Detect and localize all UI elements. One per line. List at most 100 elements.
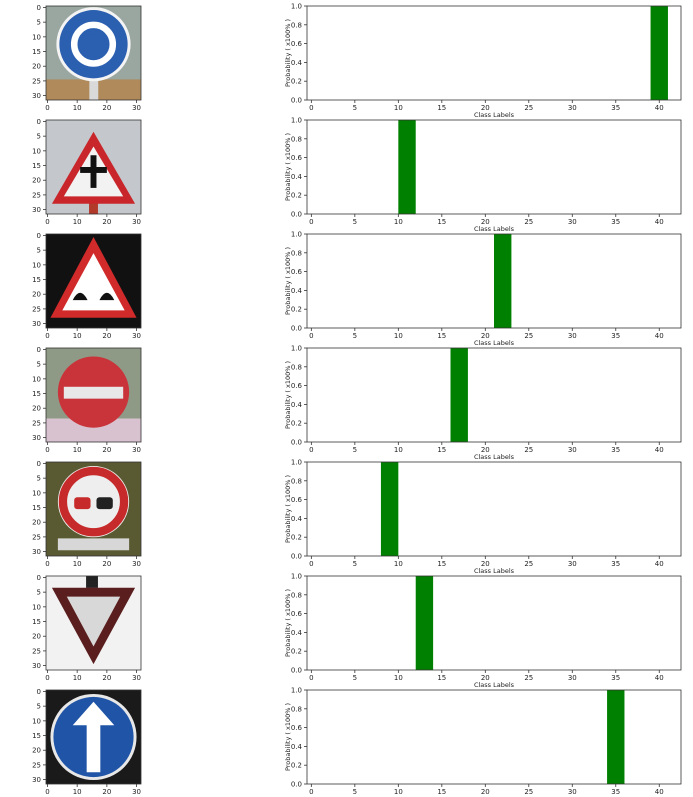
image-ytick-label: 10 [32,717,41,725]
image-xtick-label: 20 [102,788,111,796]
ytick-label: 0.4 [291,629,303,637]
sign-face [57,466,130,538]
xtick-label: 15 [437,788,446,796]
ytick-label: 0.4 [291,515,303,523]
image-ytick-label: 15 [32,618,41,626]
no-entry-bar [63,386,124,399]
xtick-label: 15 [437,446,446,454]
car-red [74,497,91,510]
image-xtick-label: 0 [45,674,49,682]
xtick-label: 10 [394,788,403,796]
image-ytick-label: 10 [32,33,41,41]
xtick-label: 5 [353,104,357,112]
xtick-label: 35 [611,788,620,796]
chart-frame [306,461,682,557]
xtick-label: 35 [611,560,620,568]
xtick-label: 20 [481,788,490,796]
image-xtick-label: 0 [45,560,49,568]
image-ytick-label: 30 [32,662,41,670]
image-ytick-label: 30 [32,548,41,556]
ytick-label: 0.0 [291,667,302,675]
bar-chart: 0.0 0.2 0.4 0.6 0.8 1.0 0 5 10 15 20 25 30 35 40 Probab… [284,3,682,119]
xtick-label: 0 [309,218,313,226]
xtick-label: 35 [611,332,620,340]
image-ytick-label: 25 [32,647,41,655]
image-xtick-label: 0 [45,218,49,226]
xtick-label: 25 [524,218,533,226]
xtick-label: 0 [309,332,313,340]
car-black [96,497,113,510]
image-ytick-label: 20 [32,405,41,413]
image-frame [45,119,142,215]
y-axis-label: Probability ( x100% ) [284,133,292,201]
sign-pole [89,76,99,101]
xtick-label: 15 [437,104,446,112]
xtick-label: 10 [394,104,403,112]
ground [46,418,141,442]
ytick-label: 0.6 [291,496,303,504]
xtick-label: 30 [568,104,577,112]
ytick-label: 0.8 [291,135,302,143]
image-xtick-label: 0 [45,446,49,454]
probability-bar [398,120,416,214]
xtick-label: 30 [568,218,577,226]
image-panel: 0 5 10 15 20 25 30 0 10 20 30 [32,232,142,340]
x-axis-label: Class Labels [474,225,515,233]
x-axis-label: Class Labels [474,339,515,347]
xtick-label: 20 [481,332,490,340]
xtick-label: 20 [481,446,490,454]
xtick-label: 40 [655,218,664,226]
chart-frame [306,119,682,215]
ytick-label: 1.0 [291,3,302,11]
image-xtick-label: 10 [73,332,82,340]
ytick-label: 0.2 [291,192,302,200]
x-axis-label: Class Labels [474,681,515,689]
xtick-label: 15 [437,560,446,568]
xtick-label: 40 [655,788,664,796]
image-ytick-label: 10 [32,489,41,497]
xtick-label: 10 [394,218,403,226]
xtick-label: 40 [655,104,664,112]
xtick-label: 30 [568,446,577,454]
xtick-label: 15 [437,674,446,682]
y-axis-label: Probability ( x100% ) [284,703,292,771]
image-ytick-label: 15 [32,276,41,284]
chart-frame [306,575,682,671]
image-xtick-label: 30 [132,104,141,112]
xtick-label: 0 [309,446,313,454]
image-ytick-label: 20 [32,747,41,755]
image-ytick-label: 0 [37,460,41,468]
image-ytick-label: 20 [32,519,41,527]
ytick-label: 0.0 [291,781,302,789]
image-ytick-label: 30 [32,206,41,214]
image-ytick-label: 10 [32,375,41,383]
ytick-label: 0.8 [291,705,302,713]
sign-ring [58,466,129,537]
chart-frame [306,689,682,785]
sign-pole [86,576,98,588]
xtick-label: 10 [394,446,403,454]
image-ytick-label: 30 [32,92,41,100]
xtick-label: 5 [353,446,357,454]
xtick-label: 10 [394,674,403,682]
image-panel: 0 5 10 15 20 25 30 0 10 20 30 [32,688,142,796]
xtick-label: 35 [611,104,620,112]
image-ytick-label: 0 [37,688,41,696]
image-ytick-label: 25 [32,191,41,199]
xtick-label: 5 [353,674,357,682]
image-xtick-label: 0 [45,104,49,112]
image-frame [45,461,142,557]
triangle-face [66,596,121,647]
ytick-label: 0.0 [291,97,302,105]
image-ytick-label: 25 [32,419,41,427]
ytick-label: 1.0 [291,345,302,353]
ytick-label: 0.2 [291,306,302,314]
ytick-label: 0.8 [291,591,302,599]
ytick-label: 0.4 [291,401,303,409]
sign-pole [89,202,98,215]
chart-frame [306,233,682,329]
chart-frame [306,5,682,101]
image-ytick-label: 5 [37,361,41,369]
bar-chart: 0.0 0.2 0.4 0.6 0.8 1.0 0 5 10 15 20 25 30 35 40 Probab… [284,459,682,575]
